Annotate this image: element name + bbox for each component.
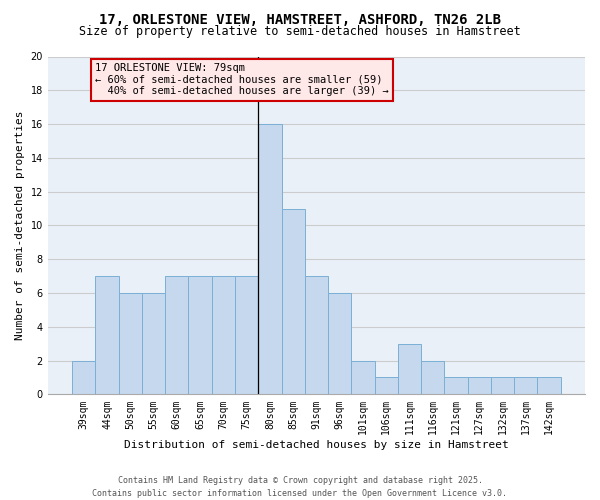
Bar <box>305 276 328 394</box>
Bar <box>374 378 398 394</box>
Bar <box>72 360 95 394</box>
Text: Size of property relative to semi-detached houses in Hamstreet: Size of property relative to semi-detach… <box>79 25 521 38</box>
Bar <box>235 276 258 394</box>
Bar <box>538 378 560 394</box>
Bar <box>351 360 374 394</box>
Bar <box>212 276 235 394</box>
Bar <box>328 293 351 394</box>
Bar <box>421 360 445 394</box>
Bar <box>445 378 467 394</box>
Bar <box>119 293 142 394</box>
Bar <box>398 344 421 394</box>
Text: 17, ORLESTONE VIEW, HAMSTREET, ASHFORD, TN26 2LB: 17, ORLESTONE VIEW, HAMSTREET, ASHFORD, … <box>99 12 501 26</box>
Bar <box>514 378 538 394</box>
Y-axis label: Number of semi-detached properties: Number of semi-detached properties <box>15 110 25 340</box>
X-axis label: Distribution of semi-detached houses by size in Hamstreet: Distribution of semi-detached houses by … <box>124 440 509 450</box>
Bar <box>142 293 165 394</box>
Bar <box>281 208 305 394</box>
Bar <box>467 378 491 394</box>
Bar <box>165 276 188 394</box>
Bar <box>491 378 514 394</box>
Bar <box>188 276 212 394</box>
Text: Contains HM Land Registry data © Crown copyright and database right 2025.
Contai: Contains HM Land Registry data © Crown c… <box>92 476 508 498</box>
Text: 17 ORLESTONE VIEW: 79sqm
← 60% of semi-detached houses are smaller (59)
  40% of: 17 ORLESTONE VIEW: 79sqm ← 60% of semi-d… <box>95 64 389 96</box>
Bar <box>95 276 119 394</box>
Bar <box>258 124 281 394</box>
